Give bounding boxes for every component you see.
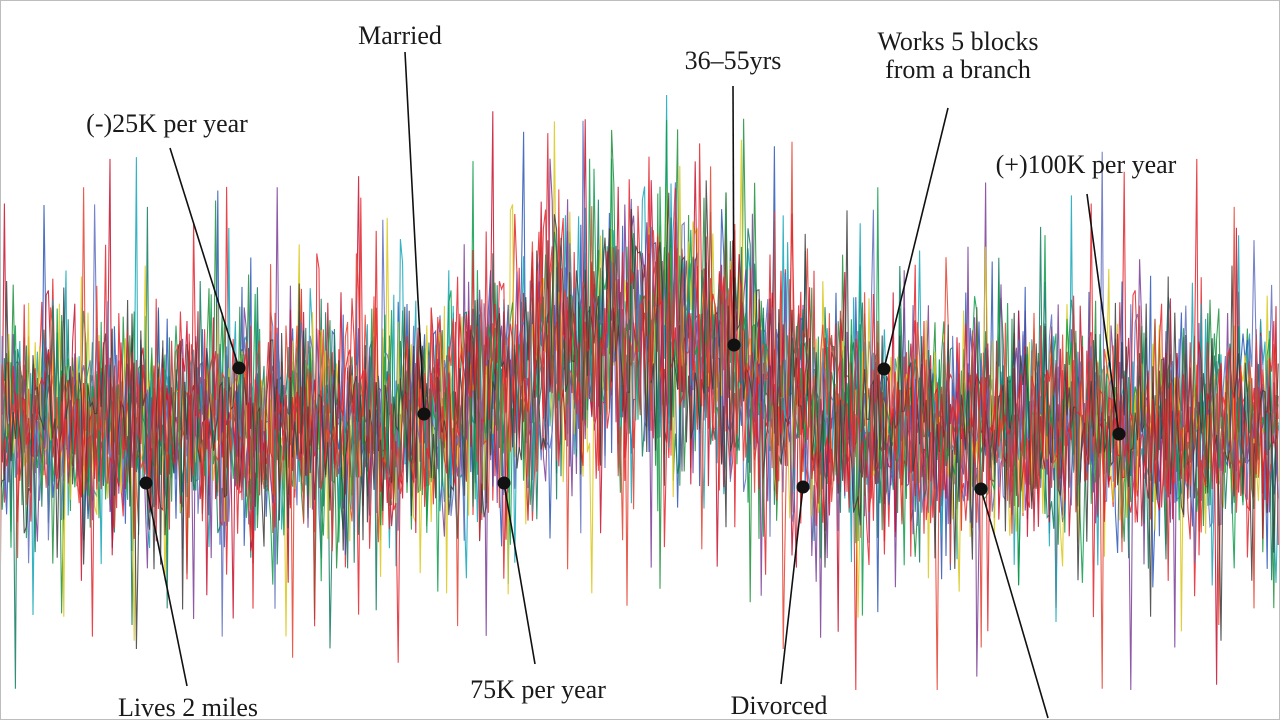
label-divorced: Divorced [730, 691, 828, 720]
dot-mid-income [497, 476, 511, 490]
label-married: Married [358, 21, 442, 50]
dot-unlabeled [974, 482, 988, 496]
dot-age [727, 338, 741, 352]
label-age: 36–55yrs [684, 46, 782, 75]
dot-lives [139, 476, 153, 490]
label-works-line-1: Works 5 blocks [877, 27, 1039, 56]
leader-age [732, 85, 735, 346]
dot-works [877, 362, 891, 376]
label-high-income: (+)100K per year [995, 150, 1177, 179]
noise-trace [0, 141, 1279, 691]
dot-low-income [232, 361, 246, 375]
leader-lives [145, 483, 188, 687]
leader-mid-income [503, 482, 536, 665]
noise-trace-path [0, 180, 1279, 650]
dot-divorced [796, 480, 810, 494]
label-works: Works 5 blocks from a branch [877, 28, 1038, 84]
label-lives: Lives 2 miles [117, 693, 259, 722]
leader-unlabeled [980, 488, 1049, 719]
label-mid-income: 75K per year [470, 675, 606, 704]
leader-high-income [1086, 193, 1120, 435]
noise-trace-path [0, 141, 1279, 691]
dot-high-income [1112, 427, 1126, 441]
label-low-income: (-)25K per year [86, 109, 248, 138]
noise-trace-path [0, 119, 1279, 620]
label-works-line-2: from a branch [885, 55, 1031, 84]
leader-married [404, 51, 425, 415]
noise-trace [0, 133, 1279, 663]
leader-low-income [169, 147, 240, 369]
dot-married [417, 407, 431, 421]
noise-trace [0, 119, 1279, 620]
noise-trace-path [0, 133, 1279, 663]
leader-works [883, 107, 949, 370]
noise-trace [0, 180, 1279, 650]
leader-divorced [780, 486, 804, 685]
